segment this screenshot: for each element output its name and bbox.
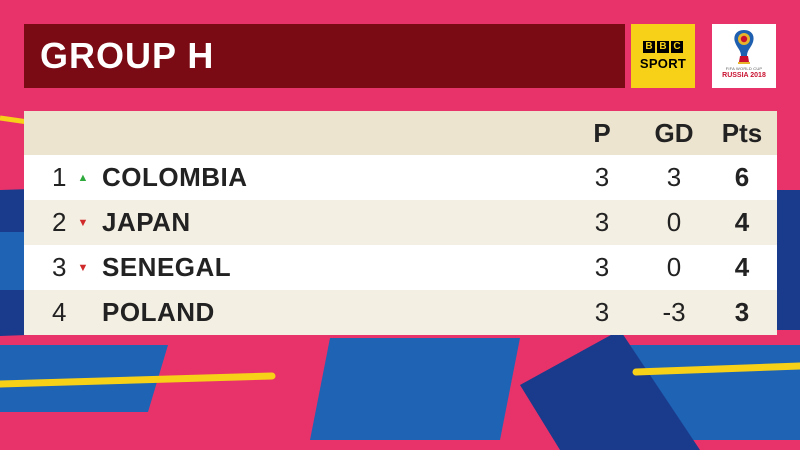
- world-cup-text: RUSSIA 2018: [722, 72, 766, 79]
- table-row: 2 ▼ JAPAN 3 0 4: [24, 200, 777, 245]
- row-position: 3: [52, 252, 67, 282]
- header-goal-difference: GD: [654, 117, 694, 148]
- world-cup-emblem-icon: [734, 30, 754, 64]
- team-name: POLAND: [102, 297, 215, 327]
- row-played: 3: [594, 162, 610, 192]
- row-played: 3: [594, 297, 610, 327]
- row-points: 4: [734, 252, 750, 282]
- bbc-letter-b2: B: [657, 41, 669, 53]
- header-played: P: [593, 117, 611, 148]
- team-name: JAPAN: [102, 207, 191, 237]
- row-goal-difference: 0: [666, 252, 682, 282]
- bbc-blocks: B B C: [643, 41, 683, 53]
- row-points: 6: [734, 162, 750, 192]
- row-points: 4: [734, 207, 750, 237]
- arrow-down-icon: ▼: [77, 216, 89, 229]
- team-name: SENEGAL: [102, 252, 232, 282]
- team-name: COLOMBIA: [102, 162, 248, 192]
- group-header: GROUP H: [24, 24, 625, 88]
- row-position: 2: [52, 207, 67, 237]
- table-header: P GD Pts: [24, 111, 777, 155]
- row-position: 1: [52, 162, 67, 192]
- row-played: 3: [594, 252, 610, 282]
- row-points: 3: [734, 297, 750, 327]
- table-row: 1 ▲ COLOMBIA 3 3 6: [24, 155, 777, 200]
- row-goal-difference: 3: [666, 162, 682, 192]
- row-goal-difference: -3: [662, 297, 686, 327]
- row-position: 4: [52, 297, 67, 327]
- table-row: 3 ▼ SENEGAL 3 0 4: [24, 245, 777, 290]
- world-cup-small-text: FIFA WORLD CUP: [725, 66, 763, 71]
- bbc-sport-logo: B B C SPORT: [631, 24, 695, 88]
- arrow-up-icon: ▲: [77, 171, 89, 184]
- bbc-letter-b1: B: [643, 41, 655, 53]
- table-row: 4 POLAND 3 -3 3: [24, 290, 777, 335]
- standings-table: P GD Pts 1 ▲ COLOMBIA 3 3 6 2 ▼ JAPAN 3 …: [24, 111, 777, 335]
- sport-label: SPORT: [639, 56, 687, 71]
- header-points: Pts: [721, 117, 763, 148]
- row-played: 3: [594, 207, 610, 237]
- group-title: GROUP H: [40, 35, 215, 76]
- world-cup-logo: FIFA WORLD CUP RUSSIA 2018: [712, 24, 776, 88]
- bbc-letter-c: C: [671, 41, 683, 53]
- arrow-down-icon: ▼: [77, 261, 89, 274]
- row-goal-difference: 0: [666, 207, 682, 237]
